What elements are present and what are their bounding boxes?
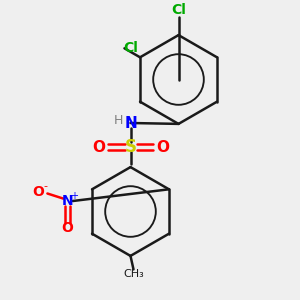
Text: O: O (92, 140, 105, 154)
Text: O: O (156, 140, 169, 154)
Text: +: + (70, 190, 78, 201)
Text: H: H (114, 114, 123, 127)
Text: O: O (61, 221, 74, 235)
Text: N: N (124, 116, 137, 130)
Text: CH₃: CH₃ (123, 269, 144, 279)
Text: N: N (62, 194, 73, 208)
Text: -: - (44, 181, 48, 191)
Text: Cl: Cl (171, 4, 186, 17)
Text: S: S (124, 138, 136, 156)
Text: Cl: Cl (124, 41, 139, 55)
Text: O: O (32, 185, 44, 199)
